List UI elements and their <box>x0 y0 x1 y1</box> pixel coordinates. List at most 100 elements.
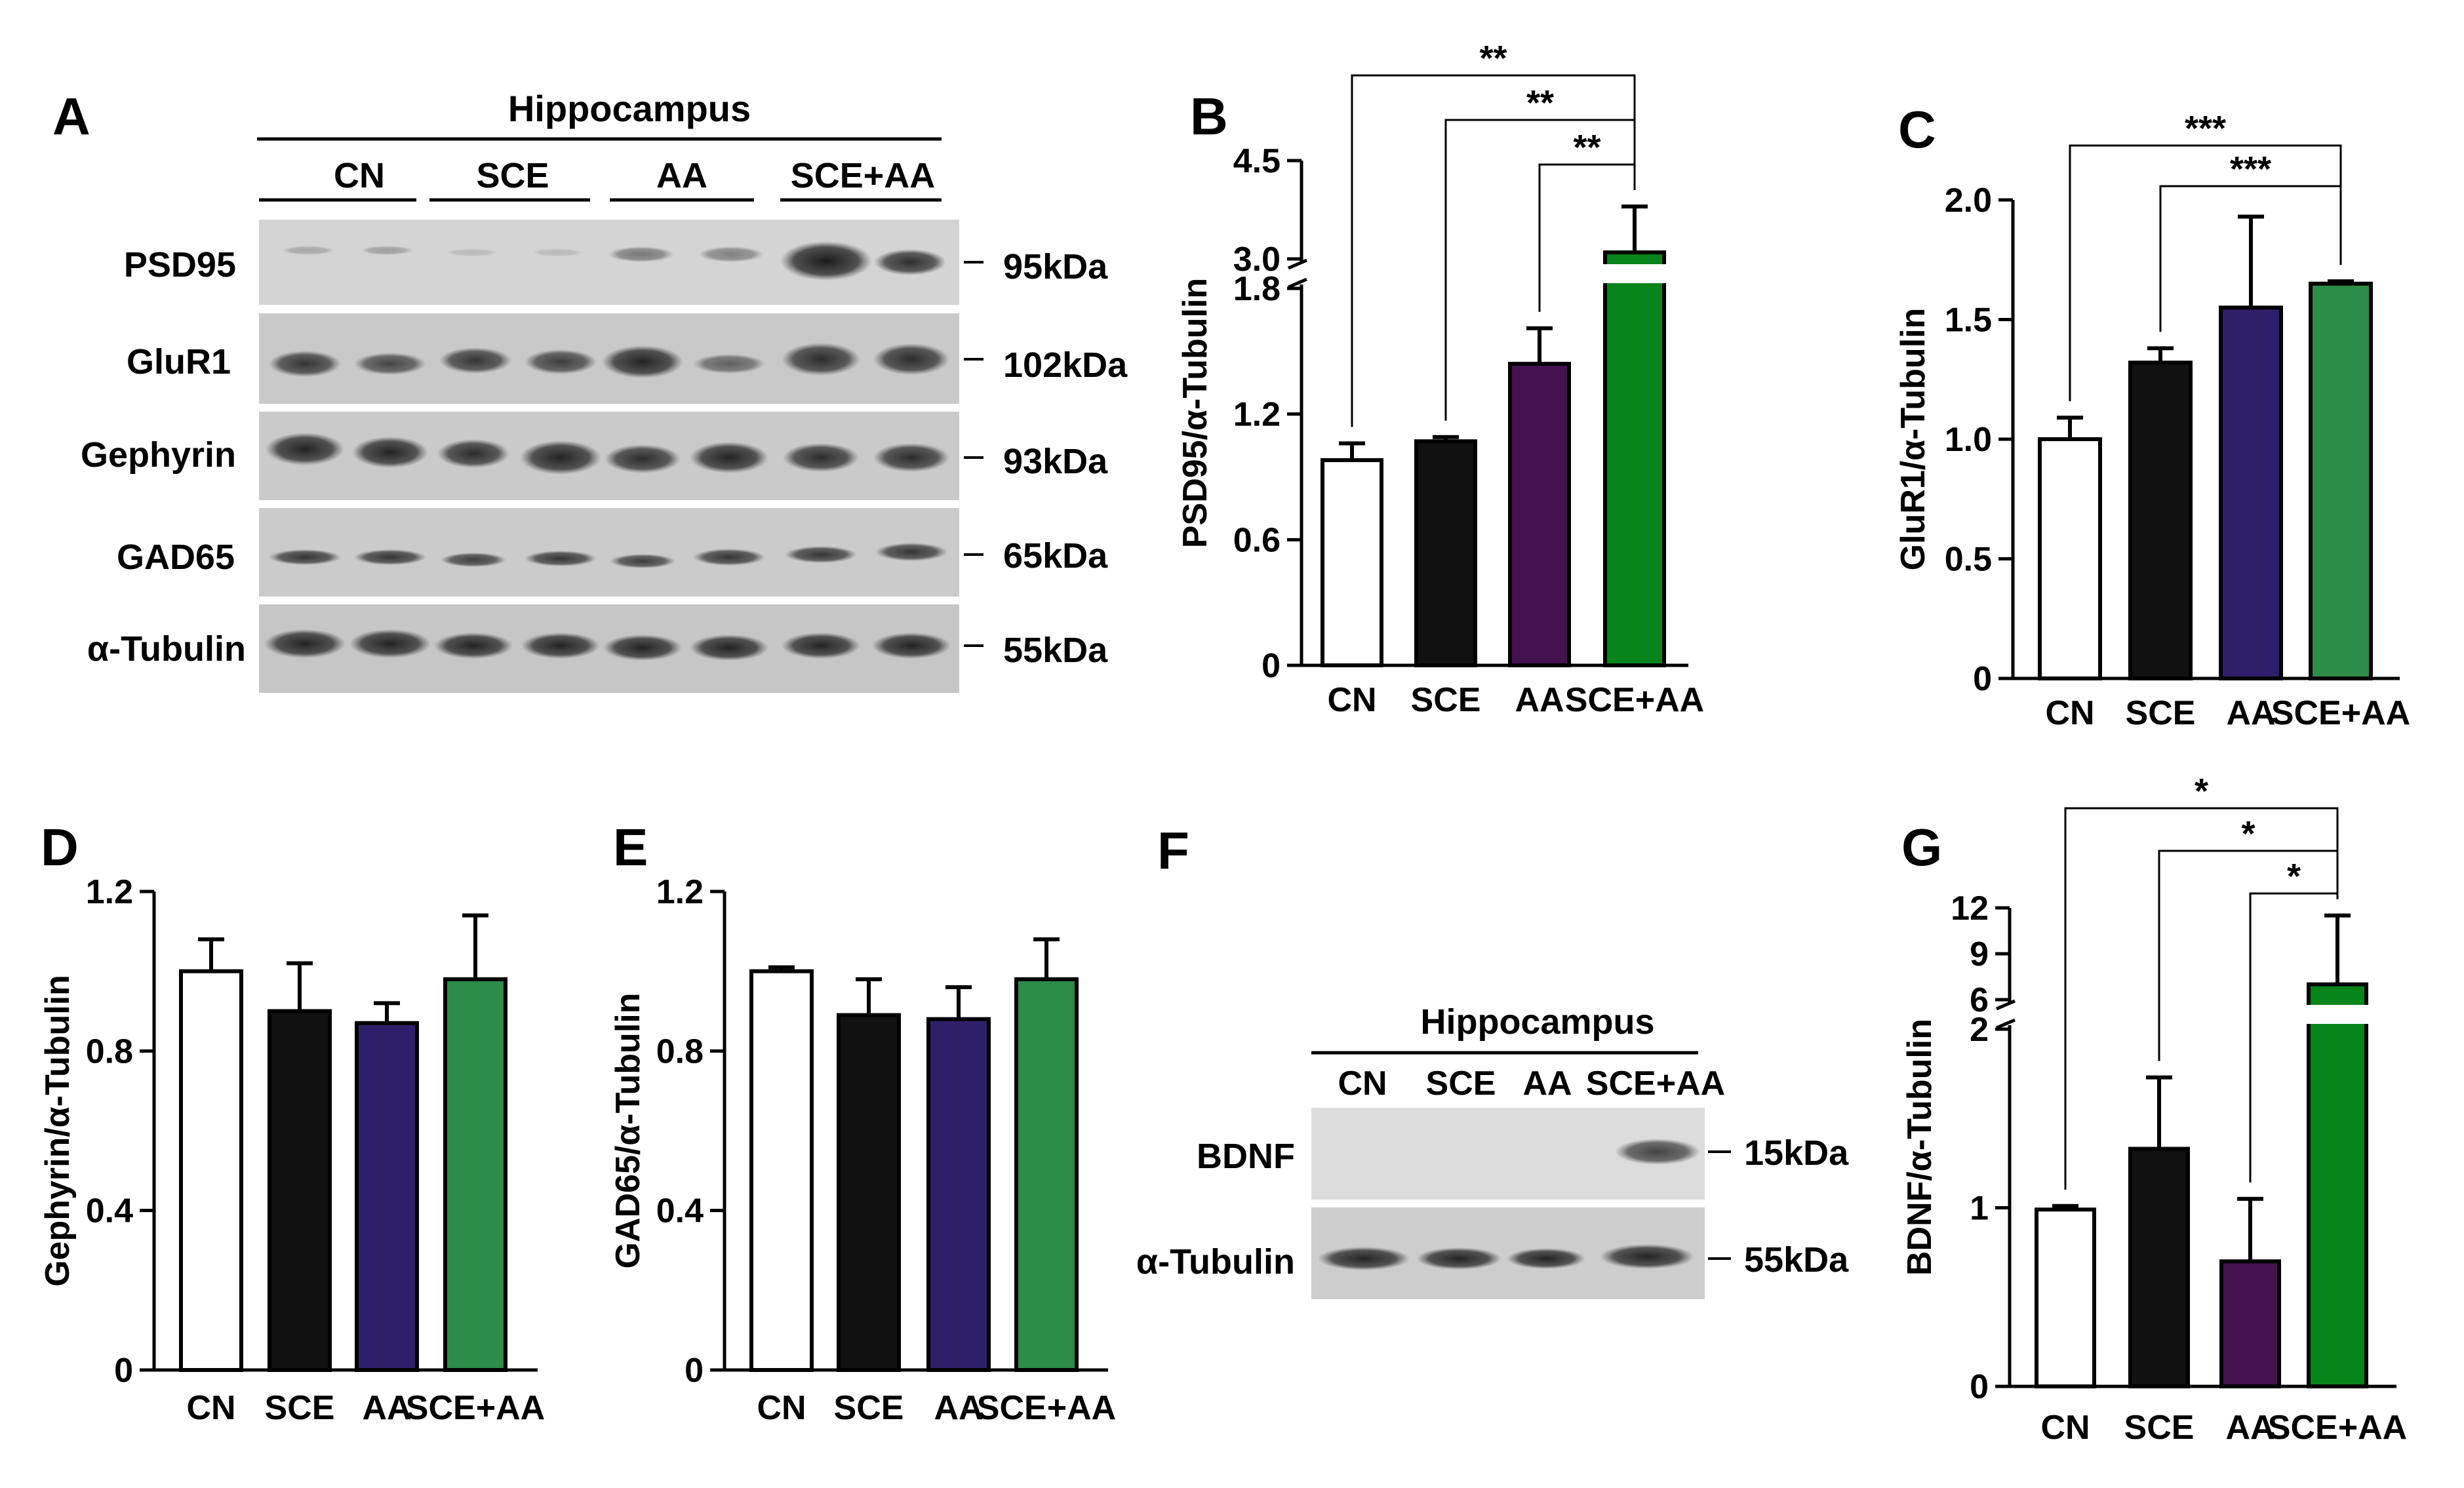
blot-a-group-label: SCE+AA <box>791 156 936 195</box>
blot-f-group-label: SCE+AA <box>1586 1065 1725 1103</box>
blot-band <box>521 633 600 659</box>
blot-band <box>690 635 768 661</box>
y-axis-label: PSD95/α-Tubulin <box>1176 278 1214 548</box>
blot-band <box>282 246 334 255</box>
blot-band <box>783 443 859 472</box>
blot-band <box>531 248 584 256</box>
bar <box>1603 250 1666 667</box>
significance-label: * <box>2287 857 2301 896</box>
blot-band <box>603 635 682 661</box>
x-tick-label: AA <box>934 1389 983 1427</box>
y-tick-label: 0 <box>1970 1368 1989 1406</box>
y-tick-label: 6 <box>1970 981 1989 1019</box>
significance-label: *** <box>2230 149 2271 189</box>
bar <box>837 1013 901 1373</box>
bar <box>355 1021 419 1372</box>
blot-band <box>266 433 344 465</box>
x-tick-label: CN <box>757 1389 806 1427</box>
significance-label: ** <box>1479 39 1507 78</box>
blot-size-label: 15kDa <box>1744 1133 1849 1173</box>
bar-break-gap <box>2306 1005 2369 1024</box>
y-axis-label: Gephyrin/α-Tubulin <box>39 975 77 1287</box>
bar <box>1508 362 1571 667</box>
x-tick-label: SCE <box>2124 1409 2195 1447</box>
blot-band <box>698 246 764 262</box>
y-tick-label: 0 <box>1262 647 1281 685</box>
x-tick-label: SCE <box>1411 681 1481 719</box>
x-tick-label: SCE+AA <box>2268 1409 2407 1447</box>
bar <box>2219 1259 2281 1388</box>
blot-f-group-label: CN <box>1338 1065 1387 1103</box>
blot-a-group-label: CN <box>334 156 385 195</box>
bar <box>926 1017 991 1372</box>
blot-band <box>1416 1247 1501 1270</box>
blot-band <box>520 441 601 475</box>
y-tick-label: 1.2 <box>656 873 704 911</box>
bar <box>2307 982 2368 1388</box>
blot-row-label: Gephyrin <box>81 435 236 475</box>
bar <box>179 969 243 1372</box>
y-tick-label: 4.5 <box>1233 142 1281 180</box>
bar <box>2128 361 2193 680</box>
y-tick-label: 1.0 <box>1945 421 1992 459</box>
blot-a-title: Hippocampus <box>508 88 751 129</box>
significance-bracket <box>2069 144 2342 402</box>
blot-band <box>446 248 498 256</box>
blot-band <box>269 549 341 565</box>
panel-f-letter: F <box>1157 821 1189 880</box>
y-tick-label: 0.5 <box>1945 541 1992 579</box>
blot-size-label: 95kDa <box>1003 247 1108 286</box>
axis-break-mark <box>1288 258 1307 270</box>
blot-row-label: PSD95 <box>124 245 236 284</box>
blot-band <box>1615 1139 1700 1165</box>
bar <box>2035 1207 2096 1388</box>
blot-band <box>874 249 946 275</box>
significance-bracket <box>1444 119 1636 421</box>
blot-band <box>1600 1244 1694 1269</box>
blot-size-label: 55kDa <box>1003 631 1108 670</box>
blot-band <box>693 354 765 374</box>
significance-bracket <box>2158 850 2339 1061</box>
blot-band <box>441 553 506 567</box>
panel-b-bar-chart: B 0 0.6 1.2 1.83.0 4.5 PSD95/α-Tubulin CN SCE AA S… <box>1176 39 1704 719</box>
blot-band <box>1507 1248 1585 1269</box>
blot-band <box>269 351 341 377</box>
blot-band <box>610 554 675 568</box>
x-tick-label: CN <box>186 1389 235 1427</box>
significance-label: ** <box>1573 128 1600 167</box>
blot-a-group-label: AA <box>656 156 707 195</box>
blot-band <box>782 343 860 376</box>
bar <box>2128 1146 2190 1388</box>
y-tick-label: 1 <box>1970 1190 1989 1228</box>
significance-label: * <box>2195 772 2208 811</box>
significance-bracket <box>2159 185 2342 332</box>
blot-band <box>602 345 683 378</box>
x-tick-label: SCE+AA <box>977 1389 1116 1427</box>
y-tick-label: 1.8 <box>1233 270 1281 308</box>
blot-band <box>873 443 949 472</box>
x-tick-label: AA <box>2225 1409 2275 1447</box>
x-tick-label: SCE+AA <box>406 1389 545 1427</box>
blot-f-group-label: AA <box>1522 1065 1572 1103</box>
blot-band <box>264 629 346 658</box>
bar <box>1014 977 1079 1373</box>
bar <box>2309 281 2373 680</box>
y-tick-label: 0 <box>1973 660 1992 698</box>
y-tick-label: 0.8 <box>656 1032 704 1070</box>
blot-size-label: 102kDa <box>1003 345 1128 385</box>
blot-row-label: GluR1 <box>127 342 231 382</box>
blot-band <box>785 546 857 563</box>
y-axis-label: BDNF/α-Tubulin <box>1901 1019 1939 1276</box>
y-tick-label: 1.2 <box>1233 396 1281 434</box>
blot-band <box>1318 1247 1410 1270</box>
significance-bracket <box>2249 892 2339 1183</box>
panel-letter: D <box>41 818 79 876</box>
blot-band <box>872 633 951 659</box>
blot-f-group-label: SCE <box>1426 1065 1496 1103</box>
x-tick-label: SCE <box>265 1389 335 1427</box>
axis-break-mark <box>1288 277 1307 289</box>
blot-band <box>693 549 765 566</box>
blot-a-group-label: SCE <box>476 156 549 195</box>
blot-band <box>782 633 860 659</box>
